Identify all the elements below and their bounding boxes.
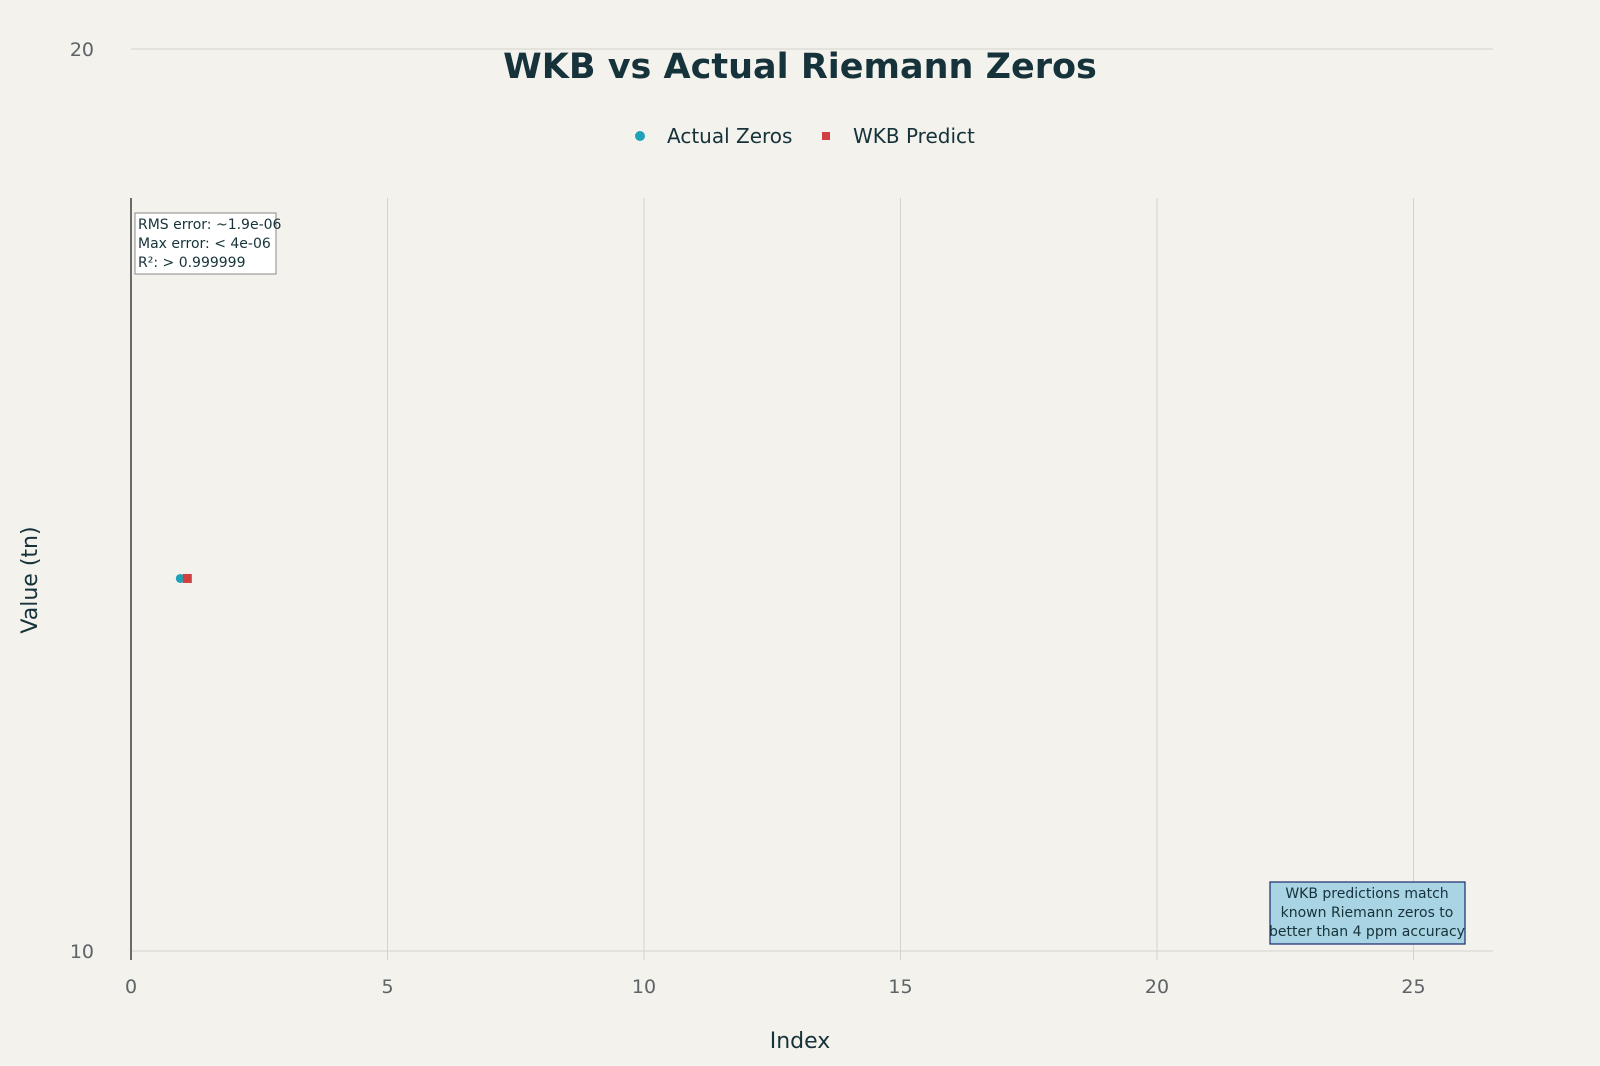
legend-marker-actual	[635, 131, 645, 141]
x-tick-label: 15	[888, 976, 912, 998]
note-box-frame	[1269, 881, 1466, 945]
x-tick-label: 5	[381, 976, 393, 998]
stats-line-r2: R²: > 0.999999	[138, 255, 246, 271]
x-tick-label: 0	[125, 976, 137, 998]
note-box: WKB predictions match known Riemann zero…	[1269, 881, 1466, 945]
axes: 1020304050607080900510152025	[70, 39, 1426, 998]
note-line-3: better than 4 ppm accuracy	[1269, 924, 1465, 940]
x-tick-label: 25	[1401, 976, 1425, 998]
stats-line-rms: RMS error: ~1.9e-06	[138, 217, 282, 233]
y-tick-label: 10	[70, 941, 94, 963]
stats-box: RMS error: ~1.9e-06 Max error: < 4e-06 R…	[134, 212, 282, 275]
legend-marker-wkb	[822, 132, 830, 140]
x-axis-title: Index	[770, 1029, 831, 1054]
stats-line-max: Max error: < 4e-06	[138, 236, 271, 252]
x-tick-label: 20	[1145, 976, 1169, 998]
point-wkb-predict	[182, 573, 192, 583]
y-tick-label: 20	[70, 39, 94, 61]
chart-title: WKB vs Actual Riemann Zeros	[503, 47, 1097, 87]
plot-points	[175, 573, 192, 583]
note-line-1: WKB predictions match	[1285, 886, 1448, 902]
note-line-2: known Riemann zeros to	[1281, 905, 1454, 921]
y-axis-title: Value (tn)	[18, 526, 43, 633]
grid	[131, 48, 1493, 960]
legend-label-actual: Actual Zeros	[667, 124, 792, 148]
point-actual-zero	[175, 573, 185, 583]
x-tick-label: 10	[632, 976, 656, 998]
legend[interactable]: Actual Zeros WKB Predict	[635, 124, 975, 148]
legend-label-wkb: WKB Predict	[853, 124, 975, 148]
stats-box-frame	[134, 212, 277, 275]
